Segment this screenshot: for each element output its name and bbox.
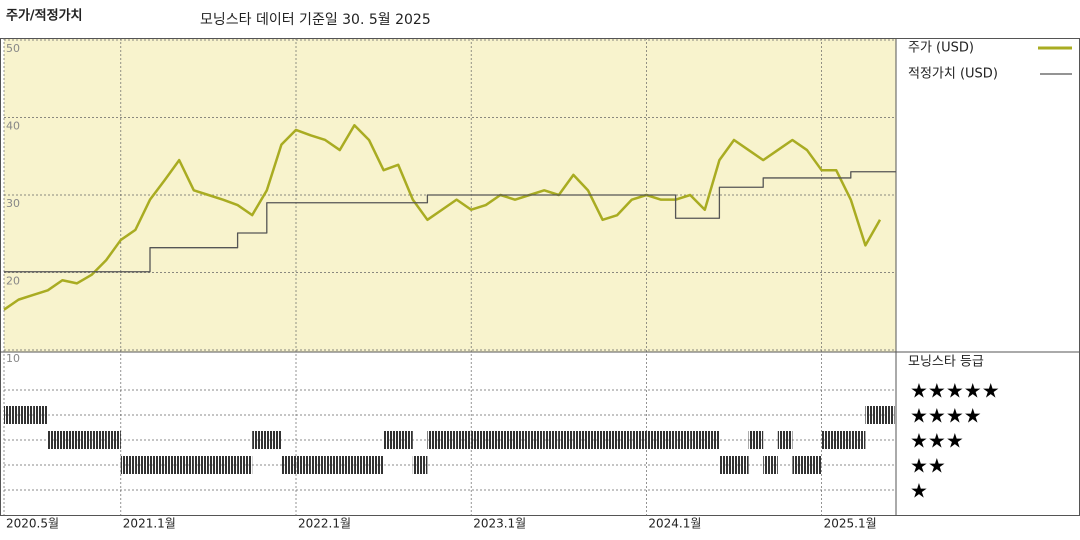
rating-bar xyxy=(880,406,895,424)
y-tick-label: 10 xyxy=(6,352,20,365)
rating-bar xyxy=(544,431,559,449)
rating-bar xyxy=(4,406,19,424)
rating-bar xyxy=(266,431,282,449)
rating-bar xyxy=(602,431,618,449)
chart-subtitle: 모닝스타 데이터 기준일 30. 5월 2025 xyxy=(200,12,431,28)
rating-bar xyxy=(485,431,501,449)
rating-bar xyxy=(529,431,545,449)
chart-title: 주가/적정가치 xyxy=(6,8,83,24)
rating-bar xyxy=(515,431,530,449)
rating-bar xyxy=(193,456,209,474)
rating-bar xyxy=(865,406,880,424)
series-line xyxy=(3,124,882,311)
rating-bar xyxy=(427,431,442,449)
x-tick-label: 2021.1월 xyxy=(123,517,176,531)
rating-bar xyxy=(704,431,720,449)
rating-bar xyxy=(456,431,472,449)
rating-bar xyxy=(208,456,223,474)
y-tick-label: 20 xyxy=(6,275,20,288)
rating-bar xyxy=(77,431,92,449)
rating-bar xyxy=(135,456,150,474)
x-tick-label: 2025.1월 xyxy=(824,517,877,531)
rating-bar xyxy=(296,456,311,474)
rating-bar xyxy=(62,431,77,449)
rating-bar xyxy=(836,431,851,449)
legend-label: 적정가치 (USD) xyxy=(908,67,998,82)
rating-bar xyxy=(120,456,136,474)
rating-bar xyxy=(763,456,778,474)
rating-label: ★ xyxy=(910,479,928,503)
rating-bar xyxy=(573,431,588,449)
rating-bar xyxy=(179,456,194,474)
rating-bar xyxy=(588,431,603,449)
rating-bar xyxy=(252,431,267,449)
rating-bar xyxy=(369,456,384,474)
rating-bar xyxy=(675,431,691,449)
rating-bar xyxy=(748,431,764,449)
rating-label: ★★ xyxy=(910,454,946,478)
x-tick-label: 2024.1월 xyxy=(648,517,701,531)
rating-bar xyxy=(325,456,340,474)
rating-title: 모닝스타 등급 xyxy=(908,355,984,370)
rating-bar xyxy=(734,456,749,474)
rating-bar xyxy=(106,431,121,449)
x-tick-label: 2023.1월 xyxy=(473,517,526,531)
rating-bar xyxy=(412,456,428,474)
rating-label: ★★★★★ xyxy=(910,379,1000,403)
rating-bar xyxy=(398,431,413,449)
series-line xyxy=(4,171,896,273)
legend-label: 주가 (USD) xyxy=(908,41,974,56)
rating-bar xyxy=(821,431,837,449)
x-tick-label: 2020.5월 xyxy=(6,517,59,531)
rating-bar xyxy=(850,431,866,449)
rating-bar xyxy=(661,431,676,449)
y-tick-label: 40 xyxy=(6,120,20,133)
rating-bar xyxy=(150,456,165,474)
rating-bar xyxy=(807,456,822,474)
rating-bar xyxy=(442,431,457,449)
rating-bar xyxy=(91,431,107,449)
rating-bar xyxy=(690,431,705,449)
rating-bar xyxy=(719,456,734,474)
rating-bar xyxy=(281,456,296,474)
rating-bar xyxy=(237,456,253,474)
rating-bar xyxy=(354,456,369,474)
y-tick-label: 50 xyxy=(6,42,20,55)
rating-bar xyxy=(558,431,574,449)
rating-bar xyxy=(47,431,63,449)
rating-bar xyxy=(471,431,486,449)
y-tick-label: 30 xyxy=(6,197,20,210)
rating-bar xyxy=(33,406,48,424)
rating-bar xyxy=(500,431,515,449)
rating-bar xyxy=(18,406,34,424)
rating-label: ★★★ xyxy=(910,429,964,453)
rating-bar xyxy=(223,456,238,474)
rating-bar xyxy=(617,431,632,449)
rating-bar xyxy=(164,456,180,474)
rating-label: ★★★★ xyxy=(910,404,982,428)
rating-bar xyxy=(339,456,355,474)
rating-bar xyxy=(383,431,399,449)
rating-bar xyxy=(777,431,793,449)
rating-bar xyxy=(646,431,661,449)
x-tick-label: 2022.1월 xyxy=(298,517,351,531)
rating-bar xyxy=(631,431,647,449)
rating-bar xyxy=(310,456,326,474)
rating-bar xyxy=(792,456,807,474)
